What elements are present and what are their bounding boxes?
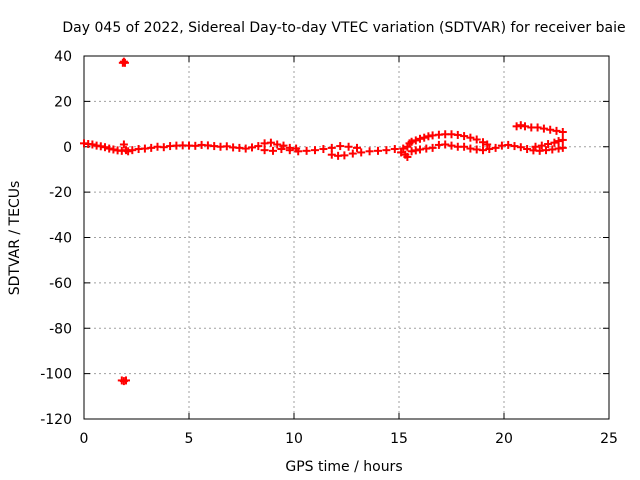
data-point [558,143,567,152]
data-point [124,147,133,156]
data-point [504,140,513,149]
y-tick-label: -20 [49,185,72,201]
data-point [523,145,532,154]
data-point [353,143,361,152]
data-point [248,143,256,152]
x-tick-label: 15 [390,431,408,447]
data-point [319,145,328,154]
data-point [552,126,561,135]
data-point [546,125,555,134]
data-point [88,140,97,149]
data-point [222,142,231,151]
data-point [254,142,263,151]
data-point [554,137,563,146]
data-point [336,142,345,151]
data-point [399,144,408,153]
data-point [472,135,481,144]
data-point [516,121,525,130]
data-point [311,146,319,155]
data-point [558,128,567,137]
data-point [340,151,349,160]
y-tick-label: -40 [49,231,72,247]
data-point [327,143,336,152]
data-point [416,134,424,143]
data-point [537,141,546,150]
x-tick-label: 25 [600,431,618,447]
data-point [466,133,475,142]
data-point [512,122,521,131]
x-tick-label: 5 [185,431,194,447]
y-axis-label: SDTVAR / TECUs [7,181,23,296]
data-point [403,152,412,161]
chart-title: Day 045 of 2022, Sidereal Day-to-day VTE… [62,20,625,36]
data-point [285,146,294,155]
data-point [485,145,494,154]
data-point [407,137,416,146]
data-point [382,146,391,155]
data-point [147,143,156,152]
data-point [327,150,336,159]
y-tick-label: -80 [49,321,72,337]
data-point [428,143,437,152]
axis-ticks: 0 5 10 15 20 25 -120 -100 -80 -60 -40 -20 0 20 40 [40,49,618,447]
data-point [365,147,374,156]
data-point [357,148,366,157]
data-point [159,143,168,152]
data-point [348,149,357,158]
y-tick-label: 20 [54,94,72,110]
data-point [302,146,311,155]
data-point [516,143,525,152]
data-point [479,146,487,155]
data-point [374,146,382,155]
data-point [441,140,450,149]
data-point [550,138,559,147]
x-axis-label: GPS time / hours [285,459,402,475]
data-point [260,146,269,155]
data-point [531,142,540,151]
data-point [266,138,275,147]
data-point [269,146,277,155]
y-tick-label: 40 [54,49,72,65]
data-point [119,57,128,66]
data-point [453,130,462,139]
data-point [277,145,286,154]
data-point [544,140,553,149]
data-point [533,123,542,132]
data-point [510,142,519,151]
y-tick-label: 0 [63,140,72,156]
x-tick-label: 20 [495,431,513,447]
data-point [539,124,548,133]
data-point [120,58,129,67]
data-point [460,132,469,141]
y-tick-label: -60 [49,276,72,292]
data-point [101,143,109,152]
data-point [294,147,303,156]
data-point [390,145,399,154]
y-tick-label: -120 [40,412,72,428]
data-point [420,133,429,142]
data-point [558,135,567,144]
data-point [122,376,130,385]
x-tick-label: 10 [285,431,303,447]
data-point [521,122,529,131]
data-point [460,142,469,151]
data-point [491,143,500,152]
y-tick-label: -100 [40,367,72,383]
data-point [411,136,420,145]
data-point [479,138,487,147]
x-tick-label: 0 [80,431,89,447]
data-point [344,142,353,151]
data-points [80,57,567,386]
data-point [483,140,492,149]
data-point [447,141,456,150]
data-point [241,144,250,153]
data-point [119,140,128,149]
data-point [128,146,137,155]
data-point [273,140,282,149]
gridlines [84,56,609,419]
